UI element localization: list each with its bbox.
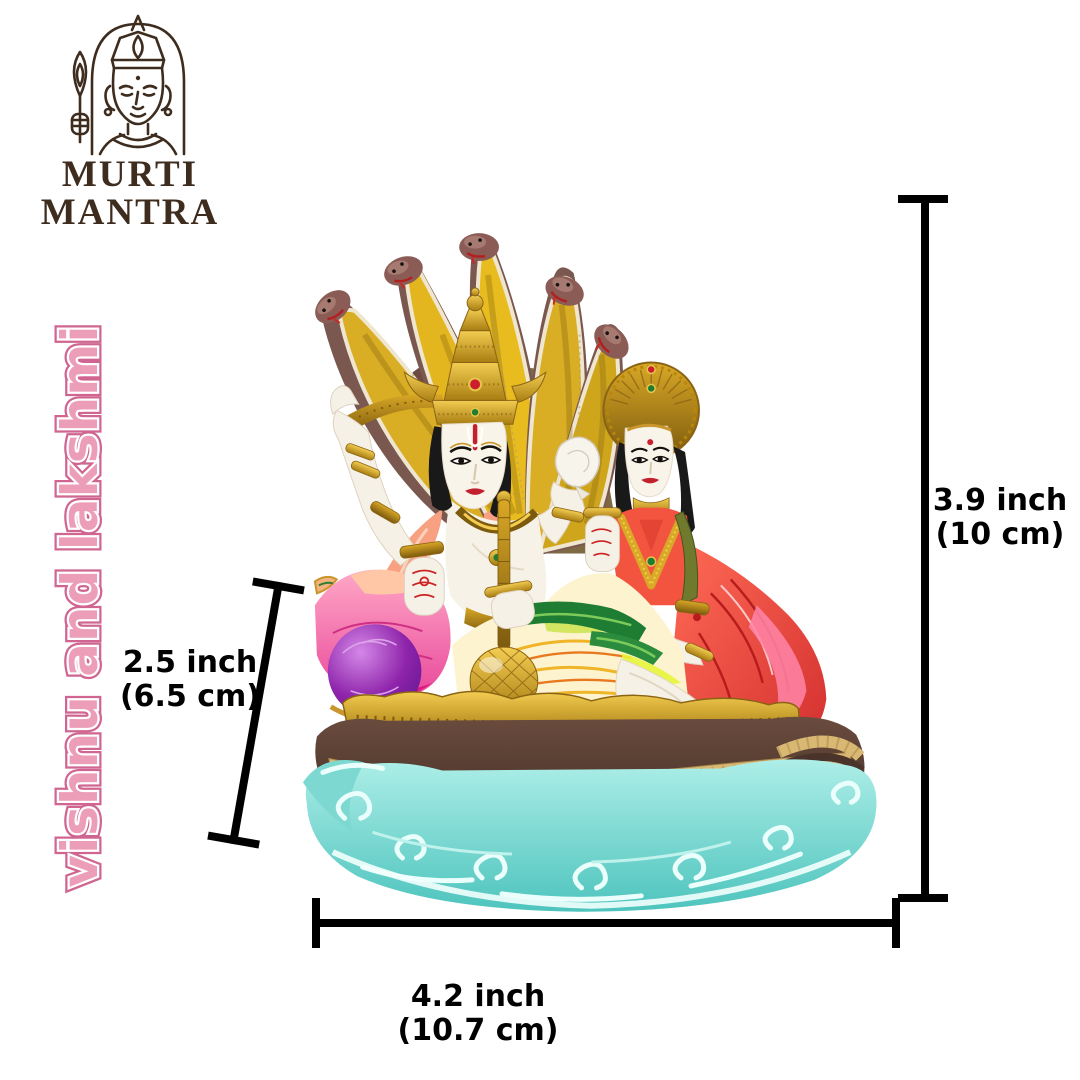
width-value: 4.2 inch [410,979,546,1014]
lakshmi-green-sash [674,511,710,622]
vishnu-blessing-palm [399,541,445,616]
arch-outline [90,22,186,156]
product-title-vertical: vishnu and lakshmi vishnu and lakshmi vi… [35,296,125,916]
vishnu-face [441,421,507,510]
width-dimension-cap-right [892,898,900,948]
lakshmi-figure [583,361,827,756]
neck-and-shoulders-line [98,122,178,156]
height-value: 3.9 inch [932,483,1068,518]
conch-icon [554,436,601,501]
width-dimension-line [316,919,896,927]
height-dimension-line [921,199,929,898]
brand-logo-deity-icon [70,14,186,156]
height-metric: (10 cm) [935,517,1065,552]
height-dimension-label: 3.9 inch (10 cm) [905,484,1080,552]
serpent-tail-gold-band [340,393,445,435]
vishnu-conch-arm [537,436,601,545]
wave-crests [320,762,861,902]
deity-face-line-icon [103,66,173,126]
vishnu-raised-arm [330,385,420,567]
product-title-text: vishnu and lakshmi [51,324,109,888]
height-dimension-cap-bottom [898,894,948,902]
brand-name-line2: MANTRA [40,192,220,233]
lakshmi-face [624,423,674,498]
height-dimension-cap-top [898,195,948,203]
lakshmi-blouse [613,507,690,606]
depth-dimension-label: 2.5 inch (6.5 cm) [100,646,280,714]
depth-value: 2.5 inch [122,645,258,680]
width-dimension-cap-left [312,898,320,948]
brand-logo: MURTI MANTRA [30,8,230,232]
depth-metric: (6.5 cm) [119,679,261,714]
vishnu-crown [403,287,547,425]
lakshmi-hair [614,442,695,535]
width-dimension-label: 4.2 inch (10.7 cm) [363,980,593,1048]
ocean-waves-base [302,759,877,912]
width-metric: (10.7 cm) [397,1013,559,1048]
product-photo-vishnu-lakshmi-idol [302,231,877,912]
lakshmi-blessing-palm [583,507,622,572]
trident-icon [70,50,90,144]
brand-name-line1: MURTI [61,154,199,195]
